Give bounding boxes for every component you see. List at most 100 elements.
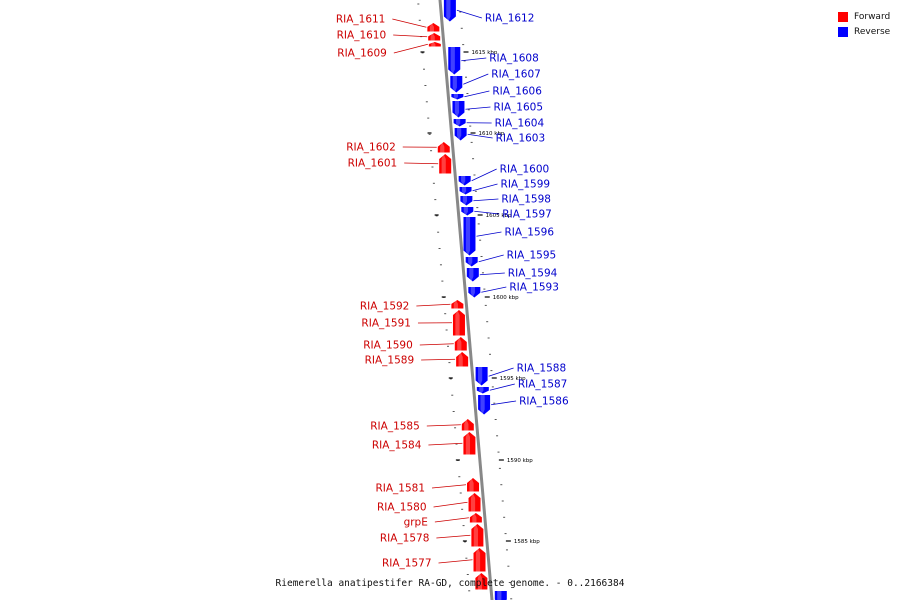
leader-RIA_1578	[436, 534, 471, 539]
gene-RIA_1600	[458, 176, 471, 186]
gene-RIA_1598	[460, 196, 473, 206]
leader-RIA_1600	[471, 168, 497, 182]
gene-RIA_1610	[428, 33, 441, 41]
gene-RIA_1596	[463, 217, 476, 256]
tick-label: 1605 kbp	[486, 213, 512, 219]
gene-label-RIA_1580: RIA_1580	[377, 502, 427, 514]
gene-highlight	[478, 367, 483, 386]
legend-forward-label: Forward	[854, 11, 891, 22]
gene-RIA_1608	[448, 47, 461, 75]
gene-label-RIA_1606: RIA_1606	[492, 86, 542, 98]
leader-RIA_1589	[421, 358, 456, 361]
gene-label-RIA_1596: RIA_1596	[504, 227, 554, 239]
gene-label-RIA_1578: RIA_1578	[380, 533, 430, 545]
gene-label-RIA_1587: RIA_1587	[518, 379, 568, 391]
leader-RIA_1607	[463, 73, 489, 85]
gene-label-RIA_1588: RIA_1588	[517, 363, 567, 375]
gene-RIA_1607	[450, 76, 463, 93]
legend: Forward Reverse	[838, 9, 890, 39]
gene-highlight	[455, 310, 460, 336]
gene-highlight	[465, 432, 471, 455]
gene-RIA_1577	[473, 548, 486, 572]
gene-highlight	[440, 142, 445, 153]
leader-RIA_1612	[456, 9, 483, 19]
gene-RIA_1599	[459, 187, 472, 195]
gene-highlight	[452, 76, 457, 93]
gene-RIA_1578	[471, 524, 484, 547]
gene-RIA_1597	[461, 207, 474, 216]
gene-label-RIA_1595: RIA_1595	[507, 250, 557, 262]
gene-label-RIA_1584: RIA_1584	[372, 440, 422, 452]
tick-label: 1615 kbp	[472, 50, 498, 56]
gene-highlight	[468, 257, 473, 267]
gene-highlight	[465, 217, 471, 256]
leader-RIA_1588	[488, 367, 514, 377]
gene-label-RIA_1602: RIA_1602	[346, 142, 396, 154]
gene-label-RIA_1599: RIA_1599	[501, 179, 551, 191]
reverse-swatch	[838, 26, 848, 37]
gene-highlight	[480, 395, 485, 415]
gene-RIA_1601	[439, 154, 452, 174]
leader-RIA_1585	[426, 424, 461, 427]
gene-RIA_1585	[461, 419, 474, 431]
leader-RIA_1597	[474, 210, 500, 215]
gene-RIA_1606	[451, 94, 464, 100]
gene-highlight	[458, 352, 463, 367]
gene-label-RIA_1607: RIA_1607	[491, 69, 541, 81]
leader-RIA_1587	[489, 383, 515, 391]
leader-grpE	[434, 517, 469, 523]
gene-highlight	[497, 591, 502, 600]
leader-RIA_1586	[491, 400, 517, 406]
gene-RIA_1588	[475, 367, 488, 386]
minor-ticks	[417, 3, 513, 600]
gene-highlight	[457, 128, 462, 141]
gene-RIA_1602	[437, 142, 450, 153]
leader-RIA_1593	[481, 286, 507, 293]
gene-highlight	[456, 119, 461, 127]
gene-RIA_1584	[463, 432, 476, 455]
gene-highlight	[464, 419, 469, 431]
tick-label: 1610 kbp	[479, 131, 505, 137]
leader-RIA_1608	[461, 57, 487, 62]
tick-label: 1600 kbp	[493, 295, 519, 301]
gene-label-RIA_1590: RIA_1590	[363, 340, 413, 352]
gene-highlight	[470, 287, 475, 298]
leader-RIA_1603	[467, 133, 493, 139]
gene-highlight	[429, 23, 434, 32]
gene-highlight	[479, 387, 484, 394]
gene-label-RIA_1577: RIA_1577	[382, 558, 432, 570]
gene-highlight	[463, 207, 468, 216]
leader-RIA_1580	[433, 501, 468, 508]
gene-RIA_1594	[466, 268, 479, 282]
leader-RIA_1598	[473, 198, 499, 202]
gene-label-RIA_1603: RIA_1603	[496, 133, 546, 145]
leader-RIA_1577	[438, 559, 473, 564]
gene-label-RIA_1589: RIA_1589	[365, 355, 415, 367]
gene-label-RIA_1598: RIA_1598	[501, 194, 551, 206]
gene-RIA_1605	[452, 101, 465, 118]
gene-grpE	[469, 513, 482, 523]
leader-RIA_1606	[464, 90, 490, 98]
major-ticks: 1615 kbp 1610 kbp 1605 kbp 1600 kbp 1595 kbp…	[420, 50, 540, 545]
leader-RIA_1611	[392, 18, 427, 28]
gene-label-RIA_1597: RIA_1597	[502, 209, 552, 221]
leader-RIA_1596	[476, 231, 502, 237]
leader-RIA_1601	[404, 162, 439, 165]
legend-forward: Forward	[838, 9, 890, 24]
leader-RIA_1592	[416, 303, 451, 307]
leader-RIA_1581	[431, 484, 467, 489]
gene-RIA_1611	[427, 23, 440, 32]
gene-RIA_1592	[451, 300, 464, 309]
gene-label-RIA_1605: RIA_1605	[493, 102, 543, 114]
leader-RIA_1584	[428, 442, 463, 446]
gene-highlight	[475, 548, 481, 572]
gene-RIA_1590	[454, 337, 467, 351]
leader-RIA_1594	[479, 272, 505, 276]
gene-highlight	[457, 337, 462, 351]
gene-highlight	[454, 101, 460, 118]
gene-highlight	[461, 187, 467, 195]
gene-label-RIA_1592: RIA_1592	[360, 301, 410, 313]
gene-label-RIA_1594: RIA_1594	[508, 268, 558, 280]
gene-highlight	[453, 94, 458, 100]
tick-label: 1590 kbp	[507, 458, 533, 464]
